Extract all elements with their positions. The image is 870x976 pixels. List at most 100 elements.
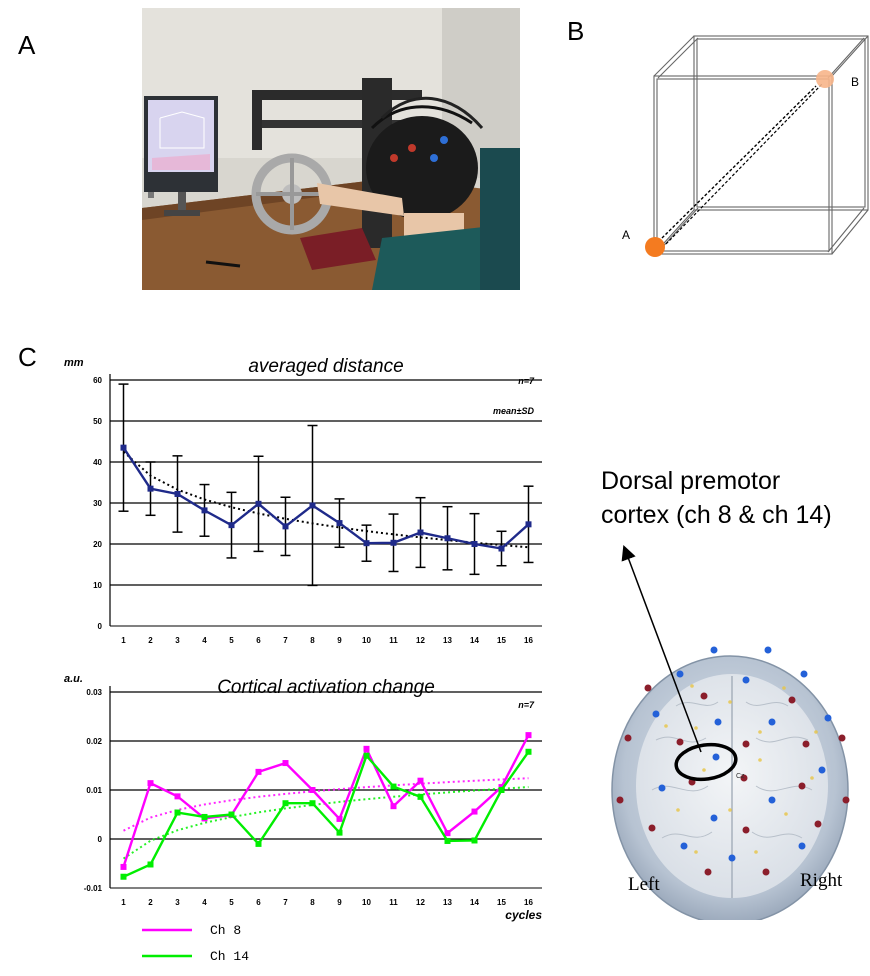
- x-tick-label: 9: [337, 898, 342, 907]
- cube-path-line: [661, 85, 817, 239]
- data-point: [282, 523, 289, 530]
- data-point: [417, 777, 424, 784]
- x-tick-label: 10: [362, 898, 371, 907]
- data-point: [336, 815, 343, 822]
- averaged-distance-chart: averaged distance mm n=7 mean±SD 0 10 20 30 40 50…: [64, 356, 542, 645]
- x-tick-label: 6: [256, 636, 261, 645]
- x-tick-label: 15: [497, 636, 506, 645]
- x-tick-label: 4: [202, 636, 207, 645]
- data-point: [255, 768, 262, 775]
- x-axis-label: cycles: [505, 908, 542, 922]
- data-point: [444, 830, 451, 837]
- y-axis-label: a.u.: [64, 673, 83, 685]
- point-b-marker: [816, 70, 834, 88]
- y-tick-label: -0.01: [84, 884, 103, 893]
- x-tick-label: 8: [310, 898, 315, 907]
- data-point: [147, 485, 154, 492]
- data-point: [336, 520, 343, 527]
- chart-title: averaged distance: [248, 356, 403, 377]
- sample-size-note: n=7: [518, 700, 535, 710]
- x-tick-label: 4: [202, 898, 207, 907]
- data-point: [201, 507, 208, 514]
- x-tick-label: 10: [362, 636, 371, 645]
- data-point: [174, 809, 181, 816]
- x-tick-label: 5: [229, 898, 234, 907]
- brain-right-label: Right: [800, 870, 843, 891]
- x-tick-label: 7: [283, 636, 288, 645]
- x-tick-label: 15: [497, 898, 506, 907]
- x-tick-label: 1: [121, 636, 126, 645]
- data-point: [309, 502, 316, 509]
- data-point: [498, 787, 505, 793]
- data-point: [525, 748, 532, 755]
- x-tick-label: 11: [389, 636, 398, 645]
- y-tick-label: 10: [93, 581, 102, 590]
- x-tick-label: 13: [443, 898, 452, 907]
- cz-label: Cz: [736, 773, 745, 780]
- trend-line: [122, 451, 529, 549]
- series-line-0: [122, 734, 530, 868]
- y-tick-label: 0: [98, 835, 103, 844]
- data-point: [363, 752, 370, 759]
- x-tick-label: 16: [524, 636, 533, 645]
- data-point: [444, 837, 451, 844]
- data-point: [444, 535, 451, 542]
- data-point: [390, 783, 397, 790]
- statistic-note: mean±SD: [493, 406, 534, 416]
- data-point: [174, 793, 181, 800]
- legend-label: Ch 8: [210, 923, 241, 938]
- data-point: [363, 540, 370, 547]
- x-tick-label: 1: [121, 898, 126, 907]
- series-line-1: [123, 751, 530, 878]
- experiment-setup-photo: [142, 8, 520, 290]
- data-point: [525, 732, 532, 739]
- data-point: [174, 490, 181, 497]
- trend-line-1: [122, 786, 529, 860]
- y-tick-label: 0.02: [86, 737, 102, 746]
- cube-diagram: A B: [622, 35, 869, 257]
- data-point: [309, 800, 316, 807]
- x-tick-label: 7: [283, 898, 288, 907]
- y-tick-label: 20: [93, 540, 102, 549]
- y-tick-label: 0.03: [86, 688, 102, 697]
- panel-label-b: B: [567, 16, 585, 46]
- point-a-label: A: [622, 228, 630, 242]
- x-tick-label: 16: [524, 898, 533, 907]
- legend-label: Ch 14: [210, 949, 249, 964]
- point-a-marker: [645, 237, 665, 257]
- panel-label-c: C: [18, 342, 37, 372]
- data-point: [120, 863, 127, 870]
- cortical-activation-chart: Cortical activation change a.u. n=7 -0.01 0 0…: [64, 673, 542, 964]
- x-tick-label: 9: [337, 636, 342, 645]
- data-point: [471, 541, 478, 547]
- data-point: [525, 521, 532, 528]
- data-point: [498, 545, 505, 552]
- x-tick-label: 14: [470, 898, 479, 907]
- data-point: [201, 813, 208, 820]
- point-b-label: B: [851, 75, 859, 89]
- data-point: [282, 760, 289, 767]
- x-tick-label: 8: [310, 636, 315, 645]
- data-point: [417, 529, 424, 536]
- sample-size-note: n=7: [518, 376, 535, 386]
- data-point: [120, 444, 127, 451]
- annotation-line1: Dorsal premotor: [601, 467, 781, 495]
- data-point: [147, 861, 154, 868]
- x-tick-label: 2: [148, 898, 153, 907]
- data-point: [282, 800, 289, 807]
- data-point: [120, 873, 127, 880]
- data-point: [417, 793, 424, 800]
- x-tick-label: 12: [416, 636, 425, 645]
- x-tick-label: 3: [175, 898, 180, 907]
- x-tick-label: 13: [443, 636, 452, 645]
- data-point: [309, 787, 316, 793]
- x-tick-label: 6: [256, 898, 261, 907]
- data-point: [363, 745, 370, 752]
- y-axis-label: mm: [64, 357, 84, 369]
- x-tick-label: 12: [416, 898, 425, 907]
- y-tick-label: 30: [93, 499, 102, 508]
- series-line-0: [122, 446, 530, 550]
- y-tick-label: 60: [93, 376, 102, 385]
- data-point: [390, 803, 397, 810]
- data-point: [471, 837, 478, 844]
